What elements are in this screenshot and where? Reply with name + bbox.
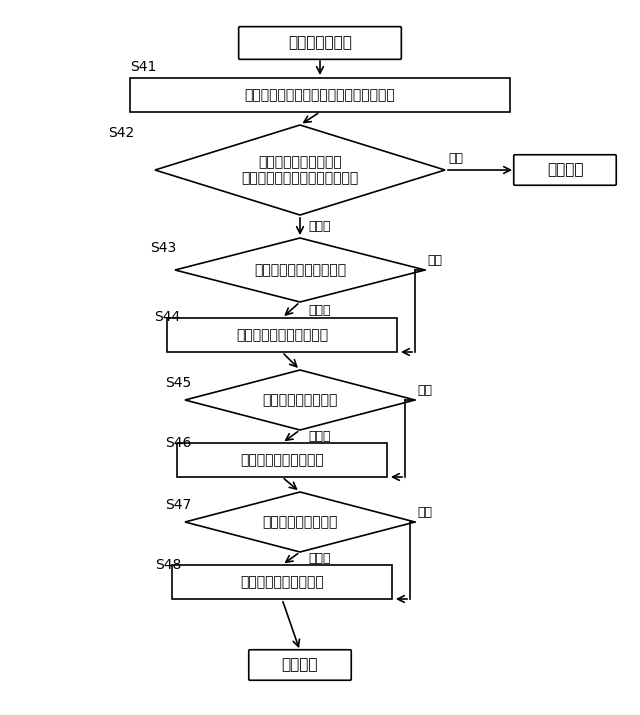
Text: イエス: イエス [308, 303, 330, 317]
Text: S46: S46 [165, 436, 191, 450]
Text: ノー: ノー [448, 152, 463, 164]
Text: ランドマーク情報更新: ランドマーク情報更新 [240, 453, 324, 467]
Text: 終端ウェイポイント生成: 終端ウェイポイント生成 [236, 328, 328, 342]
Bar [177, 443, 387, 477]
Polygon shape [175, 238, 425, 302]
Text: S42: S42 [108, 126, 134, 140]
Text: S44: S44 [154, 310, 180, 324]
Text: S41: S41 [130, 60, 156, 74]
Text: 終端にて左折又は右折？: 終端にて左折又は右折？ [254, 263, 346, 277]
Text: 走行軌跡数＞所定数？
（正常走行ログ数＞所定数？）: 走行軌跡数＞所定数？ （正常走行ログ数＞所定数？） [241, 155, 358, 185]
Bar [172, 565, 392, 599]
Text: リターン: リターン [547, 162, 583, 177]
Text: ノー: ノー [417, 383, 432, 397]
Text: ノー: ノー [427, 254, 442, 267]
Text: S47: S47 [165, 498, 191, 512]
Text: ノー: ノー [417, 506, 432, 518]
Text: S43: S43 [150, 241, 176, 255]
Text: ランドマークあり？: ランドマークあり？ [262, 393, 338, 407]
FancyBboxPatch shape [239, 26, 401, 59]
Text: イエス: イエス [308, 220, 330, 233]
Bar [167, 318, 397, 352]
Text: 隣接する二つの交差点間のレーンを選択: 隣接する二つの交差点間のレーンを選択 [244, 88, 396, 102]
Bar [130, 78, 510, 112]
Text: カーブ構成点情報更新: カーブ構成点情報更新 [240, 575, 324, 589]
Text: カーブ構成点あり？: カーブ構成点あり？ [262, 515, 338, 529]
Text: イエス: イエス [308, 430, 330, 443]
Text: レーン情報更新: レーン情報更新 [288, 36, 352, 51]
FancyBboxPatch shape [249, 650, 351, 680]
Polygon shape [155, 125, 445, 215]
FancyBboxPatch shape [514, 154, 616, 185]
Polygon shape [185, 492, 415, 552]
Text: S45: S45 [165, 376, 191, 390]
Text: イエス: イエス [308, 552, 330, 565]
Text: リターン: リターン [282, 658, 318, 673]
Text: S48: S48 [155, 558, 181, 572]
Polygon shape [185, 370, 415, 430]
